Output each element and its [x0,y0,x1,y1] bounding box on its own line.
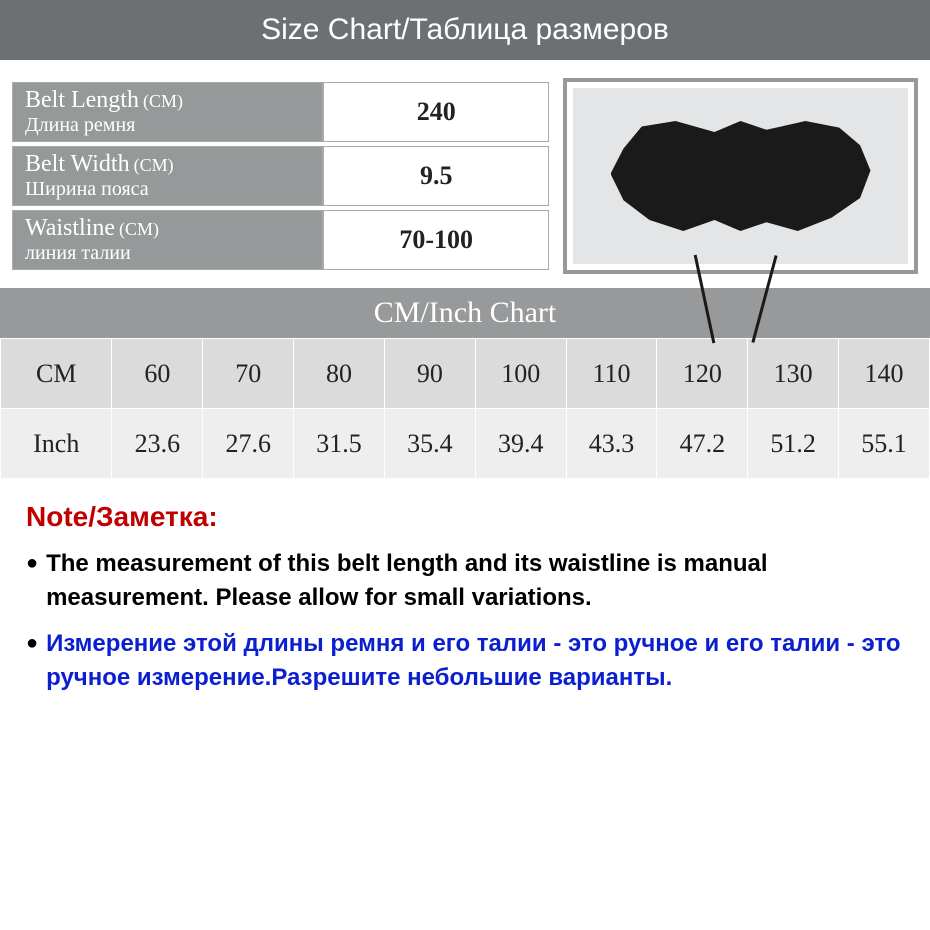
cm-value: 100 [475,339,566,409]
table-row: Belt Length (CM) Длина ремня 240 [12,82,549,142]
note-item: ● The measurement of this belt length an… [26,547,904,615]
inch-value: 31.5 [294,409,385,479]
product-image-frame [563,78,918,274]
cm-label: CM [1,339,112,409]
label-unit: (CM) [134,155,174,175]
cm-value: 130 [748,339,839,409]
size-value: 70-100 [323,210,549,270]
size-table: Belt Length (CM) Длина ремня 240 Belt Wi… [12,78,549,274]
conversion-table: CM 60 70 80 90 100 110 120 130 140 Inch … [0,338,930,479]
label-en: Waistline [25,215,115,241]
cm-value: 80 [294,339,385,409]
table-row: Waistline (CM) линия талии 70-100 [12,210,549,270]
note-text-en: The measurement of this belt length and … [46,547,904,615]
label-ru: Ширина пояса [25,178,322,201]
cm-value: 110 [566,339,657,409]
note-item: ● Измерение этой длины ремня и его талии… [26,627,904,695]
bullet-icon: ● [26,547,38,615]
inch-value: 27.6 [203,409,294,479]
table-row: Belt Width (CM) Ширина пояса 9.5 [12,146,549,206]
cm-value: 120 [657,339,748,409]
inch-value: 43.3 [566,409,657,479]
top-section: Belt Length (CM) Длина ремня 240 Belt Wi… [0,60,930,288]
size-value: 240 [323,82,549,142]
size-label-cell: Belt Length (CM) Длина ремня [12,82,323,142]
inch-value: 51.2 [748,409,839,479]
page-title: Size Chart/Таблица размеров [0,0,930,60]
cm-value: 140 [839,339,930,409]
conversion-row-inch: Inch 23.6 27.6 31.5 35.4 39.4 43.3 47.2 … [1,409,930,479]
size-label-cell: Belt Width (CM) Ширина пояса [12,146,323,206]
size-value: 9.5 [323,146,549,206]
label-unit: (CM) [119,219,159,239]
size-label-cell: Waistline (CM) линия талии [12,210,323,270]
cm-value: 70 [203,339,294,409]
inch-value: 39.4 [475,409,566,479]
inch-value: 23.6 [112,409,203,479]
conversion-row-cm: CM 60 70 80 90 100 110 120 130 140 [1,339,930,409]
cm-value: 60 [112,339,203,409]
note-text-ru: Измерение этой длины ремня и его талии -… [46,627,904,695]
cm-value: 90 [384,339,475,409]
product-image-bg [573,88,908,264]
inch-value: 55.1 [839,409,930,479]
conversion-title: CM/Inch Chart [0,288,930,338]
inch-value: 35.4 [384,409,475,479]
label-en: Belt Width [25,151,130,177]
label-ru: Длина ремня [25,114,322,137]
inch-label: Inch [1,409,112,479]
inch-value: 47.2 [657,409,748,479]
notes-section: Note/Заметка: ● The measurement of this … [0,479,930,695]
label-ru: линия талии [25,242,322,265]
lace-belt-icon [611,121,871,231]
bullet-icon: ● [26,627,38,695]
label-en: Belt Length [25,87,139,113]
label-unit: (CM) [143,91,183,111]
note-heading: Note/Заметка: [26,501,904,533]
